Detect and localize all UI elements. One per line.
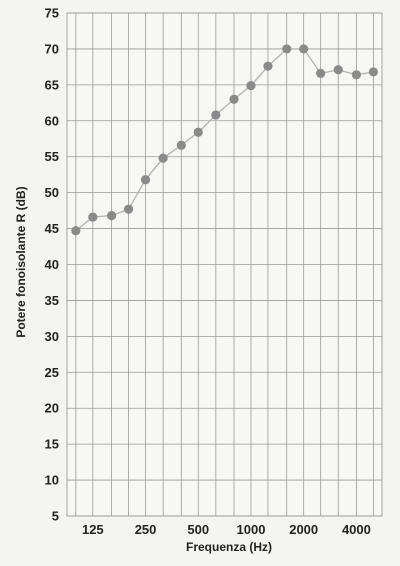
y-tick-label: 35 [45,293,59,308]
y-tick-label: 20 [45,401,59,416]
data-point [176,140,186,150]
x-tick-label: 4000 [342,522,371,537]
y-tick-label: 65 [45,77,59,92]
data-point [88,212,98,222]
x-tick-label: 2000 [289,522,318,537]
data-point [299,44,309,54]
y-tick-label: 75 [45,6,59,21]
plot-border [66,12,383,517]
y-tick-label: 30 [45,329,59,344]
data-point [316,68,326,78]
y-tick-label: 40 [45,257,59,272]
data-point [368,67,378,77]
data-point [140,175,151,185]
x-tick-label: 1000 [237,522,266,537]
data-point [351,70,362,80]
x-tick-label: 500 [187,522,209,537]
series-markers [71,44,378,236]
x-tick-label: 250 [135,522,157,537]
data-point [211,110,221,120]
data-point [229,94,239,104]
x-axis-title: Frequenza (Hz) [186,540,272,554]
data-point [263,61,273,71]
x-tick-labels: 125 250 500 1000 2000 4000 [82,522,371,537]
data-point [107,211,117,221]
y-axis-title: Potere fonoisolante R (dB) [14,186,28,337]
y-tick-label: 5 [52,509,59,524]
y-tick-labels: 5 10 15 20 25 30 35 40 45 50 55 60 65 70 75 [45,6,59,524]
y-tick-label: 45 [45,221,59,236]
y-tick-label: 55 [45,149,59,164]
y-tick-label: 25 [45,365,59,380]
data-point [282,44,292,54]
y-tick-label: 50 [45,185,59,200]
data-point [246,80,256,91]
y-tick-label: 10 [45,473,59,488]
data-point [123,204,134,214]
x-tick-label: 125 [82,522,104,537]
grid [66,12,383,517]
y-tick-label: 60 [45,113,59,128]
data-point [333,65,343,75]
data-point [158,153,168,163]
data-point [71,226,81,236]
y-tick-label: 70 [45,41,59,56]
data-point [193,127,203,137]
y-tick-label: 15 [45,437,59,452]
